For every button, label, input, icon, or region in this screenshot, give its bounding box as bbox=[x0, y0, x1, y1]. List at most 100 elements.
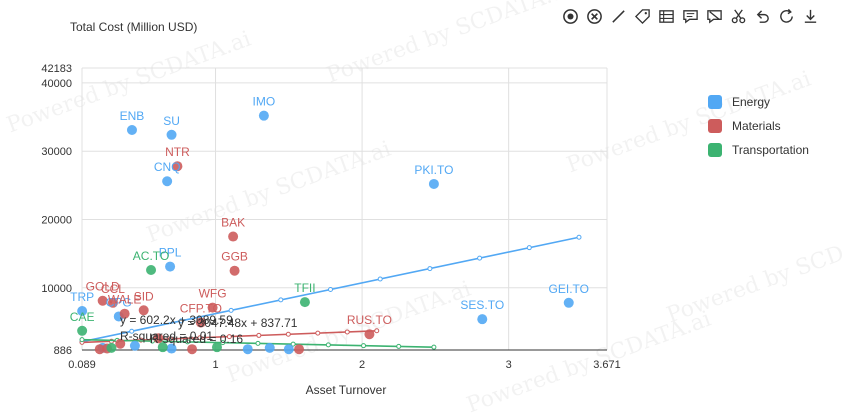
data-point-energy[interactable] bbox=[428, 178, 439, 189]
legend-item-materials[interactable]: Materials bbox=[708, 114, 809, 138]
data-point-materials[interactable] bbox=[94, 344, 105, 355]
data-point-materials[interactable] bbox=[229, 265, 240, 276]
x-tick-label: 0.089 bbox=[68, 359, 96, 371]
data-point-energy[interactable] bbox=[162, 176, 173, 187]
trendline-marker bbox=[79, 337, 85, 343]
regression-annotation: y = 3047.48x + 837.71 bbox=[178, 316, 298, 330]
data-point-materials[interactable] bbox=[119, 308, 130, 319]
data-point-materials[interactable] bbox=[153, 333, 164, 344]
data-point-materials[interactable] bbox=[172, 161, 183, 172]
trendline-marker bbox=[185, 339, 191, 345]
trendline-marker bbox=[256, 332, 262, 338]
data-point-transportation[interactable] bbox=[146, 265, 157, 276]
data-point-materials[interactable] bbox=[138, 305, 149, 316]
data-point-energy[interactable] bbox=[165, 261, 176, 272]
point-label: CPG bbox=[106, 295, 132, 309]
close-circle-icon[interactable] bbox=[584, 6, 604, 26]
x-tick-label: 1 bbox=[212, 359, 218, 371]
data-points bbox=[77, 110, 574, 355]
y-tick-label: 42183 bbox=[41, 63, 72, 75]
trendline-marker bbox=[278, 297, 284, 303]
trendline-marker bbox=[290, 341, 296, 347]
data-point-energy[interactable] bbox=[258, 110, 269, 121]
point-label: IMO bbox=[253, 95, 276, 109]
data-point-transportation[interactable] bbox=[299, 297, 310, 308]
comment-icon[interactable] bbox=[680, 6, 700, 26]
point-label: GGB bbox=[221, 250, 248, 264]
refresh-icon[interactable] bbox=[776, 6, 796, 26]
point-label: CFP.TO bbox=[180, 302, 222, 316]
trendline-marker bbox=[325, 342, 331, 348]
trendline-marker bbox=[396, 343, 402, 349]
data-point-materials[interactable] bbox=[228, 231, 239, 242]
y-axis-title: Total Cost (Million USD) bbox=[70, 20, 197, 34]
point-label: WFG bbox=[199, 287, 227, 301]
x-tick-label: 3.671 bbox=[593, 359, 621, 371]
trendline-marker bbox=[255, 340, 261, 346]
scissors-icon[interactable] bbox=[728, 6, 748, 26]
trendline-marker bbox=[431, 344, 437, 350]
point-label: CNQ bbox=[154, 160, 181, 174]
point-label: TRP bbox=[70, 290, 94, 304]
undo-icon[interactable] bbox=[752, 6, 772, 26]
y-tick-label: 886 bbox=[54, 345, 72, 357]
legend: Energy Materials Transportation bbox=[708, 90, 809, 162]
point-label: CCL bbox=[101, 282, 125, 296]
x-tick-label: 3 bbox=[506, 359, 512, 371]
data-point-energy[interactable] bbox=[283, 344, 294, 355]
tag-icon[interactable] bbox=[632, 6, 652, 26]
trendline-marker bbox=[315, 330, 321, 336]
data-point-transportation[interactable] bbox=[157, 342, 168, 353]
download-icon[interactable] bbox=[800, 6, 820, 26]
y-tick-label: 10000 bbox=[41, 283, 72, 295]
trendline-marker bbox=[129, 328, 135, 334]
data-point-energy[interactable] bbox=[242, 344, 253, 355]
trendline-marker bbox=[576, 234, 582, 240]
point-label: SU bbox=[163, 114, 180, 128]
table-icon[interactable] bbox=[656, 6, 676, 26]
point-label: PPL bbox=[159, 246, 182, 260]
trendlines bbox=[79, 234, 582, 350]
point-labels: ENB SU IMO CNQ PKI.TO PPL SES.TO GEI.TO TRP CPG NT… bbox=[70, 95, 589, 328]
data-point-transportation[interactable] bbox=[211, 342, 222, 353]
y-tick-label: 30000 bbox=[41, 146, 72, 158]
data-point-materials[interactable] bbox=[97, 295, 108, 306]
trendline-marker bbox=[477, 255, 483, 261]
legend-item-transportation[interactable]: Transportation bbox=[708, 138, 809, 162]
data-point-materials[interactable] bbox=[107, 297, 118, 308]
data-point-materials[interactable] bbox=[294, 344, 305, 355]
data-point-materials[interactable] bbox=[187, 344, 198, 355]
legend-swatch bbox=[708, 119, 722, 133]
trendline-marker bbox=[377, 276, 383, 282]
data-point-energy[interactable] bbox=[477, 314, 488, 325]
data-point-materials[interactable] bbox=[115, 338, 126, 349]
point-label: AC.TO bbox=[133, 249, 169, 263]
data-point-transportation[interactable] bbox=[106, 342, 117, 353]
data-point-energy[interactable] bbox=[166, 343, 177, 354]
pen-line-icon[interactable] bbox=[608, 6, 628, 26]
point-label: GOLD bbox=[86, 280, 120, 294]
data-point-materials[interactable] bbox=[195, 317, 206, 328]
point-label: WALE bbox=[108, 293, 142, 307]
data-point-materials[interactable] bbox=[364, 329, 375, 340]
data-point-energy[interactable] bbox=[129, 340, 140, 351]
data-point-energy[interactable] bbox=[563, 297, 574, 308]
target-icon[interactable] bbox=[560, 6, 580, 26]
legend-swatch bbox=[708, 143, 722, 157]
data-point-energy[interactable] bbox=[77, 305, 88, 316]
legend-label: Transportation bbox=[732, 143, 809, 157]
data-point-energy[interactable] bbox=[126, 125, 137, 136]
trendline-marker bbox=[328, 286, 334, 292]
x-axis-title: Asset Turnover bbox=[306, 383, 387, 397]
regression-annotation: y = 602.2x + 3089.59 bbox=[120, 313, 233, 327]
data-point-materials[interactable] bbox=[207, 302, 218, 313]
point-label: SID bbox=[134, 289, 154, 303]
data-point-energy[interactable] bbox=[166, 129, 177, 140]
trendline-marker bbox=[197, 335, 203, 341]
y-tick-label: 20000 bbox=[41, 214, 72, 226]
data-point-transportation[interactable] bbox=[77, 325, 88, 336]
data-point-energy[interactable] bbox=[264, 342, 275, 353]
legend-item-energy[interactable]: Energy bbox=[708, 90, 809, 114]
comment-off-icon[interactable] bbox=[704, 6, 724, 26]
